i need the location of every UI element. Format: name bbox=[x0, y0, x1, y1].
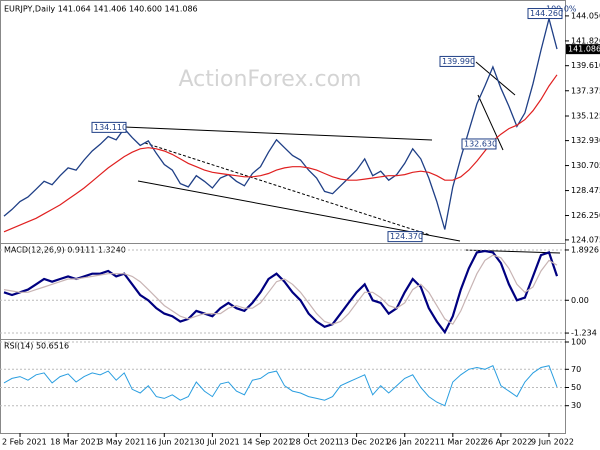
y-tick-label: 124.075 bbox=[571, 235, 600, 244]
watermark: ActionForex.com bbox=[179, 67, 362, 92]
x-tick-label: 18 Mar 2021 bbox=[50, 438, 101, 447]
series-line bbox=[3, 365, 558, 407]
trend-line bbox=[137, 180, 461, 242]
x-tick-label: 2 Feb 2021 bbox=[2, 438, 47, 447]
price-label: 141.086 bbox=[568, 45, 600, 54]
x-tick-label: 3 May 2021 bbox=[98, 438, 145, 447]
series-line bbox=[3, 249, 559, 335]
trend-line bbox=[475, 61, 516, 96]
chart-title: EURJPY,Daily 141.064 141.406 140.600 141… bbox=[4, 5, 198, 14]
annotation: 139.990 bbox=[442, 57, 475, 66]
series-line bbox=[3, 16, 558, 230]
x-tick-label: 16 Jun 2021 bbox=[146, 438, 194, 447]
annotation: 124.370 bbox=[390, 232, 423, 241]
y-tick-label: 100 bbox=[571, 338, 586, 347]
price-label-box bbox=[566, 44, 600, 55]
annotation: 134.110 bbox=[94, 123, 127, 132]
y-tick-label: 135.125 bbox=[571, 111, 600, 120]
trend-lines bbox=[124, 61, 561, 254]
y-tick-label: 30 bbox=[571, 401, 581, 410]
annotation: 144.260 bbox=[530, 9, 563, 18]
x-tick-label: 11 Mar 2022 bbox=[435, 438, 486, 447]
x-tick-label: 28 Oct 2021 bbox=[291, 438, 340, 447]
series-line bbox=[3, 254, 558, 326]
panel-title: RSI(14) 50.6516 bbox=[4, 342, 69, 351]
y-tick-label: 144.050 bbox=[571, 11, 600, 20]
trend-line bbox=[464, 249, 561, 254]
series-line bbox=[3, 74, 558, 233]
y-tick-label: 50 bbox=[571, 383, 581, 392]
y-tick-label: 139.610 bbox=[571, 61, 600, 70]
trend-line bbox=[477, 94, 504, 151]
y-tick-label: 141.820 bbox=[571, 36, 600, 45]
x-tick-label: 13 Dec 2021 bbox=[339, 438, 390, 447]
x-tick-label: 9 Jun 2022 bbox=[531, 438, 574, 447]
annotation-box bbox=[387, 231, 423, 243]
annotation-box bbox=[461, 138, 497, 150]
y-tick-label: 128.475 bbox=[571, 186, 600, 195]
x-tick-label: 30 Jul 2021 bbox=[194, 438, 239, 447]
annotation-box bbox=[439, 55, 475, 67]
y-tick-label: 126.250 bbox=[571, 211, 600, 220]
x-tick-label: 26 Apr 2022 bbox=[483, 438, 532, 447]
annotation-box bbox=[527, 8, 563, 20]
annotation-box bbox=[91, 121, 127, 133]
y-tick-label: 1.8926 bbox=[571, 245, 599, 254]
y-tick-label: 132.930 bbox=[571, 136, 600, 145]
trend-line bbox=[124, 126, 433, 141]
y-tick-label: 130.705 bbox=[571, 161, 600, 170]
y-tick-label: 70 bbox=[571, 365, 581, 374]
x-tick-label: 26 Jan 2022 bbox=[387, 438, 435, 447]
x-tick-label: 14 Sep 2021 bbox=[242, 438, 293, 447]
y-tick-label: 137.375 bbox=[571, 86, 600, 95]
y-tick-label: -1.234 bbox=[571, 329, 597, 338]
trend-line bbox=[144, 142, 431, 236]
y-tick-label: 0.00 bbox=[571, 296, 589, 305]
frame bbox=[0, 0, 566, 434]
annotation: 132.630 bbox=[464, 139, 497, 148]
